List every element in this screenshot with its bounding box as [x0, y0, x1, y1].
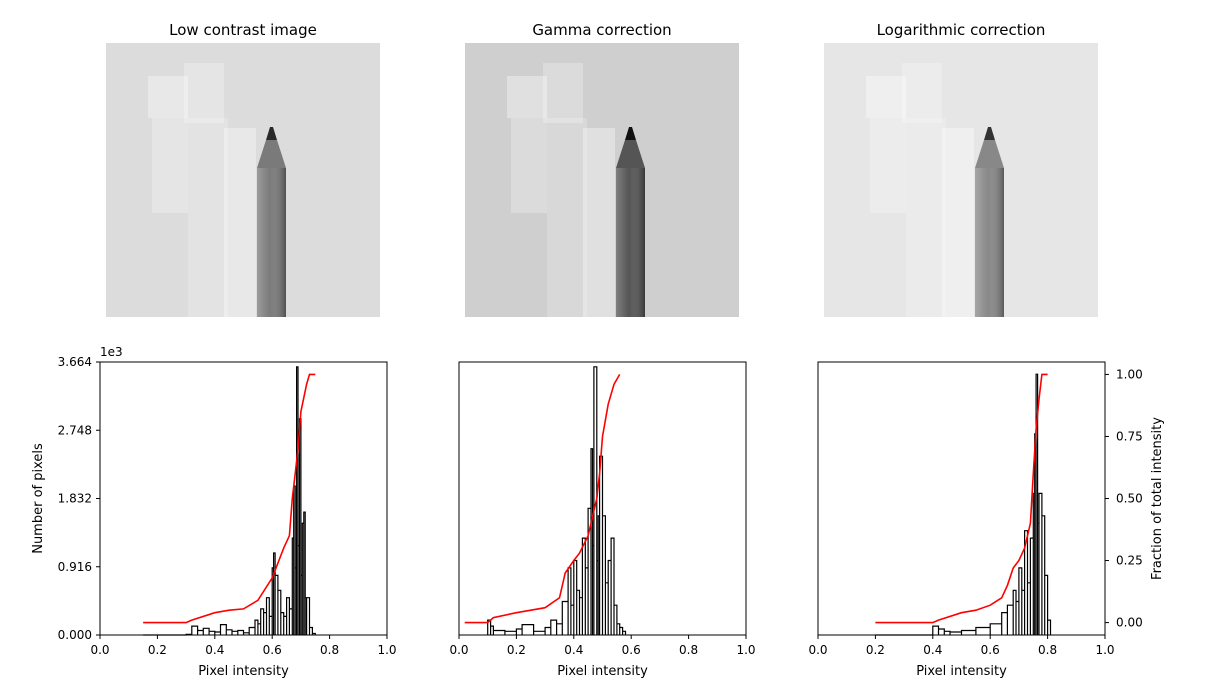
image-background	[106, 43, 380, 317]
image-patch	[188, 118, 228, 317]
image-patch	[906, 118, 946, 317]
image-title: Gamma correction	[532, 21, 671, 39]
x-tick-label: 0.8	[1038, 643, 1057, 657]
x-tick-label: 0.4	[923, 643, 942, 657]
pencil-shading	[257, 168, 286, 317]
right-y-tick-label: 0.00	[1116, 616, 1143, 630]
y-tick-label: 0.000	[58, 628, 92, 642]
cumulative-series	[143, 373, 316, 624]
pencil-shading	[975, 168, 1004, 317]
pencil-tip	[984, 127, 995, 140]
histogram-panel-log: 0.0 0.2 0.4 0.6 0.8 1.0 Pixel intensity 0.00 0.2…	[808, 361, 1165, 679]
image-patch	[511, 118, 547, 213]
right-y-tick-label: 0.75	[1116, 429, 1143, 443]
right-y-tick-label: 0.25	[1116, 554, 1143, 568]
axes-frame	[99, 361, 388, 636]
y-tick-label: 1.832	[58, 492, 92, 506]
right-y-axis-label: Fraction of total intensity	[1150, 417, 1165, 580]
y-tick-label: 0.916	[58, 560, 92, 574]
histogram-panel-gamma: 0.0 0.2 0.4 0.6 0.8 1.0 Pixel intensity	[449, 361, 756, 679]
image-patch	[543, 63, 583, 123]
image-title: Logarithmic correction	[877, 21, 1046, 39]
log-correction-image-panel: Logarithmic correction	[824, 21, 1098, 317]
image-background	[465, 43, 739, 317]
x-tick-label: 0.8	[679, 643, 698, 657]
image-patch	[547, 118, 587, 317]
x-tick-label: 0.4	[564, 643, 583, 657]
pencil-tip	[625, 127, 636, 140]
x-axis-label: Pixel intensity	[557, 664, 648, 679]
image-patch	[224, 128, 256, 317]
image-patch	[184, 63, 224, 123]
image-background	[824, 43, 1098, 317]
right-y-tick-label: 0.50	[1116, 492, 1143, 506]
pencil-tip	[266, 127, 277, 140]
x-tick-label: 0.6	[622, 643, 641, 657]
pencil-cone	[616, 140, 645, 168]
image-title: Low contrast image	[169, 21, 317, 39]
x-tick-label: 1.0	[1095, 643, 1114, 657]
pencil-shading	[616, 168, 645, 317]
x-tick-label: 1.0	[377, 643, 396, 657]
x-tick-label: 0.6	[981, 643, 1000, 657]
x-tick-label: 0.6	[263, 643, 282, 657]
x-tick-label: 0.0	[90, 643, 109, 657]
x-tick-label: 0.0	[808, 643, 827, 657]
y-offset-label: 1e3	[100, 345, 123, 359]
x-tick-label: 0.2	[507, 643, 526, 657]
low-contrast-image-panel: Low contrast image	[106, 21, 380, 317]
pencil-cone	[975, 140, 1004, 168]
image-patch	[902, 63, 942, 123]
histogram-series	[875, 373, 1052, 636]
histogram-panel-low-contrast: 0.0 0.2 0.4 0.6 0.8 1.0 Pixel intensity 0.000 0.…	[31, 345, 397, 679]
image-patch	[583, 128, 615, 317]
image-patch	[148, 76, 188, 118]
x-tick-label: 1.0	[736, 643, 755, 657]
x-tick-label: 0.8	[320, 643, 339, 657]
y-tick-label: 2.748	[58, 423, 92, 437]
x-tick-label: 0.4	[205, 643, 224, 657]
cumulative-series	[464, 374, 621, 624]
cumulative-series	[875, 373, 1048, 624]
axes-frame	[817, 361, 1106, 636]
x-tick-label: 0.2	[148, 643, 167, 657]
image-patch	[507, 76, 547, 118]
x-axis-label: Pixel intensity	[198, 664, 289, 679]
y-axis-label: Number of pixels	[31, 443, 46, 554]
x-axis-label: Pixel intensity	[916, 664, 1007, 679]
axes-frame	[458, 361, 747, 636]
pencil-cone	[257, 140, 286, 168]
image-patch	[870, 118, 906, 213]
y-tick-label: 3.664	[58, 355, 92, 369]
image-patch	[942, 128, 974, 317]
histogram-series	[487, 366, 627, 635]
x-tick-label: 0.0	[449, 643, 468, 657]
x-tick-label: 0.2	[866, 643, 885, 657]
image-patch	[866, 76, 906, 118]
histogram-series	[143, 366, 316, 636]
gamma-correction-image-panel: Gamma correction	[465, 21, 739, 317]
right-y-tick-label: 1.00	[1116, 367, 1143, 381]
image-patch	[152, 118, 188, 213]
